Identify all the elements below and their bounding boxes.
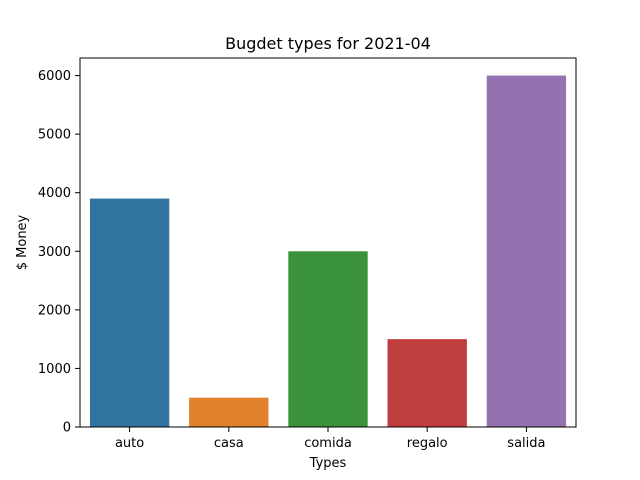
x-axis: auto casa comida regalo salida [115,427,545,451]
y-axis-label: $ Money [15,214,30,270]
y-tick-label-5000: 5000 [38,128,71,143]
bar-auto [89,198,170,427]
y-tick-label-3000: 3000 [38,245,71,260]
y-tick-label-6000: 6000 [38,69,71,84]
y-tick-label-0: 0 [63,421,71,436]
x-tick-label-salida: salida [507,436,545,451]
bars-group [89,75,567,428]
x-tick-label-auto: auto [115,436,144,451]
bar-casa [189,397,269,427]
bar-salida [486,75,567,428]
x-tick-label-casa: casa [214,436,244,451]
bar-comida [288,251,368,427]
y-tick-label-4000: 4000 [38,186,71,201]
y-tick-label-1000: 1000 [38,362,71,377]
chart-title: Bugdet types for 2021-04 [225,34,431,53]
bar-regalo [387,339,467,427]
x-tick-label-regalo: regalo [407,436,448,451]
y-tick-label-2000: 2000 [38,303,71,318]
x-tick-label-comida: comida [304,436,352,451]
y-axis: 0 1000 2000 3000 4000 5000 6000 [38,69,80,436]
x-axis-label: Types [309,456,347,471]
plot-frame [79,57,577,428]
